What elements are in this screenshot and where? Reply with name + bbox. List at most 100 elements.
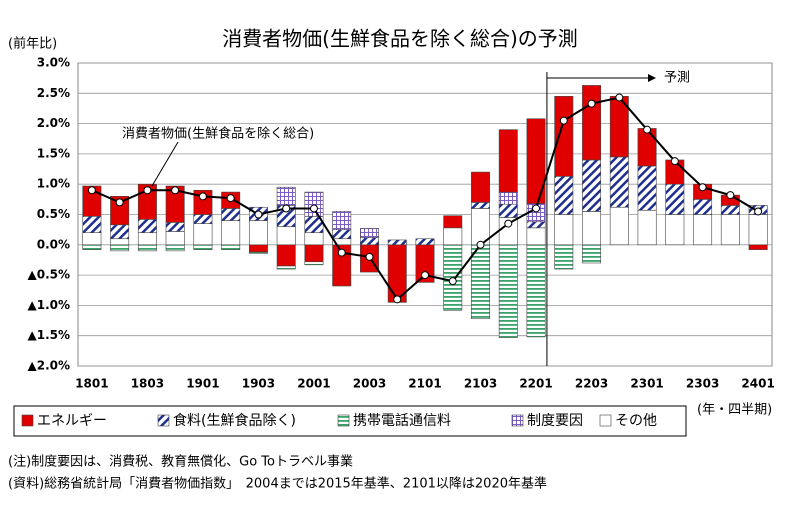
bar-segment	[165, 231, 185, 246]
bar-segment	[165, 185, 185, 223]
line-marker	[115, 198, 124, 207]
bar-segment	[471, 202, 490, 209]
chart-title: 消費者物価(生鮮食品を除く総合)の予測	[222, 27, 578, 51]
bar-segment	[748, 214, 768, 246]
x-tick-label: 2301	[630, 377, 663, 391]
bar-segment	[137, 219, 157, 233]
bar-segment	[110, 238, 130, 246]
bar-segment	[82, 185, 102, 217]
legend-label: 食料(生鮮食品除く)	[173, 412, 296, 429]
bar-segment	[582, 159, 602, 212]
legend-swatch	[157, 414, 170, 427]
legend-label: その他	[615, 413, 657, 429]
bar-segment	[609, 156, 629, 208]
bar-segment	[526, 244, 546, 338]
bar-segment	[221, 244, 241, 250]
bar-segment	[471, 244, 490, 320]
line-marker	[504, 219, 513, 228]
bar-segment	[693, 214, 713, 246]
bar-segment	[443, 215, 463, 229]
x-axis-label: (年・四半期)	[697, 403, 772, 418]
bar-segment	[82, 244, 102, 250]
line-marker	[254, 210, 263, 219]
bar-segment	[498, 203, 518, 218]
bar-segment	[387, 239, 407, 246]
line-marker	[421, 271, 429, 280]
bar-segment	[582, 244, 602, 264]
bar-segment	[304, 232, 324, 246]
bar-segment	[110, 196, 130, 226]
bar-segment	[526, 227, 546, 246]
bar-segment	[193, 223, 213, 246]
x-tick-label: 2103	[464, 377, 497, 391]
bar-segment	[637, 165, 657, 211]
bar-segment	[110, 224, 130, 240]
bar-segment	[665, 183, 685, 215]
y-tick-label: ▲1.5%	[27, 328, 70, 342]
y-tick-label: ▲0.5%	[27, 268, 70, 282]
bar-segment	[415, 244, 435, 283]
x-tick-label: 2303	[686, 377, 719, 391]
bar-segment	[332, 229, 352, 240]
bar-segment	[554, 176, 574, 215]
line-marker	[726, 191, 735, 200]
y-tick-label: ▲1.0%	[27, 298, 70, 312]
line-marker	[643, 125, 652, 134]
annotation-leader	[151, 141, 179, 187]
bar-segment	[221, 208, 241, 221]
bar-segment	[137, 232, 157, 246]
y-tick-label: 2.0%	[37, 116, 70, 130]
bar-segment	[360, 228, 379, 238]
line-marker	[448, 277, 457, 286]
legend-swatch	[21, 414, 34, 427]
legend-label: 携帯電話通信料	[353, 412, 451, 429]
bar-segment	[637, 128, 657, 167]
line-marker	[559, 116, 568, 125]
line-marker	[87, 186, 96, 195]
line-marker	[282, 204, 291, 213]
line-marker	[587, 99, 596, 108]
bar-segment	[471, 171, 490, 203]
bar-segment	[582, 211, 602, 246]
x-tick-label: 1803	[131, 377, 164, 391]
bar-segment	[637, 209, 657, 246]
bar-segment	[276, 226, 296, 246]
line-marker	[670, 157, 679, 166]
x-tick-label: 2401	[741, 377, 774, 391]
x-tick-label: 2003	[353, 377, 386, 391]
bar-segment	[110, 244, 130, 252]
bar-segment	[498, 191, 518, 205]
y-tick-label: 0.5%	[37, 207, 70, 221]
x-tick-label: 1903	[242, 377, 275, 391]
bar-segment	[360, 237, 379, 246]
bar-segment	[443, 227, 463, 246]
line-marker	[309, 204, 318, 213]
legend-swatch	[511, 414, 524, 427]
forecast-arrowhead	[648, 74, 656, 82]
x-tick-label: 2101	[408, 377, 441, 391]
bar-segment	[554, 244, 574, 270]
bar-segment	[332, 244, 352, 287]
bar-segment	[693, 199, 713, 215]
bar-segment	[554, 96, 574, 177]
bar-segment	[526, 118, 546, 204]
line-marker	[698, 183, 707, 192]
bar-segment	[248, 220, 268, 246]
legend-box	[13, 405, 687, 437]
bar-segment	[526, 221, 546, 229]
y-tick-label: ▲2.0%	[27, 359, 70, 373]
bar-segment	[304, 261, 324, 266]
x-tick-label: 2203	[575, 377, 608, 391]
y-axis-label: (前年比)	[8, 36, 57, 52]
x-tick-label: 2201	[519, 377, 552, 391]
annotation: 消費者物価(生鮮食品を除く総合)	[122, 126, 314, 142]
bar-segment	[498, 129, 518, 193]
line-marker	[615, 93, 624, 102]
bar-segment	[276, 186, 296, 206]
y-tick-label: 0.0%	[37, 237, 70, 251]
bar-segment	[193, 244, 213, 250]
bar-segment	[82, 216, 102, 233]
x-tick-label: 1901	[186, 377, 219, 391]
bar-segment	[221, 220, 241, 246]
